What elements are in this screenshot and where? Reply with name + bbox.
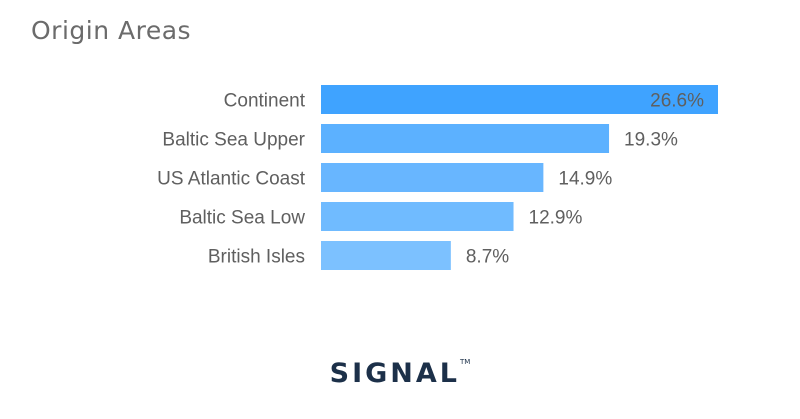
bar-0: [321, 85, 718, 114]
chart-title: Origin Areas: [31, 16, 192, 45]
value-label-0: 26.6%: [650, 91, 704, 112]
brand-trademark: TM: [460, 358, 471, 366]
category-label-2: US Atlantic Coast: [157, 169, 306, 190]
brand-logo: SIGNALTM: [0, 358, 800, 389]
value-label-3: 12.9%: [529, 208, 583, 229]
bar-1: [321, 124, 610, 153]
category-label-4: British Isles: [208, 247, 305, 268]
value-label-4: 8.7%: [466, 247, 509, 268]
bar-4: [321, 241, 451, 270]
value-label-1: 19.3%: [624, 130, 678, 151]
category-label-1: Baltic Sea Upper: [162, 130, 305, 151]
category-label-3: Baltic Sea Low: [179, 208, 305, 229]
category-label-0: Continent: [224, 91, 306, 112]
bar-2: [321, 163, 544, 192]
bars-group: Continent 26.6% Baltic Sea Upper 19.3% US At…: [157, 85, 718, 270]
brand-name: SIGNAL: [329, 358, 461, 389]
bar-3: [321, 202, 514, 231]
value-label-2: 14.9%: [558, 169, 612, 190]
